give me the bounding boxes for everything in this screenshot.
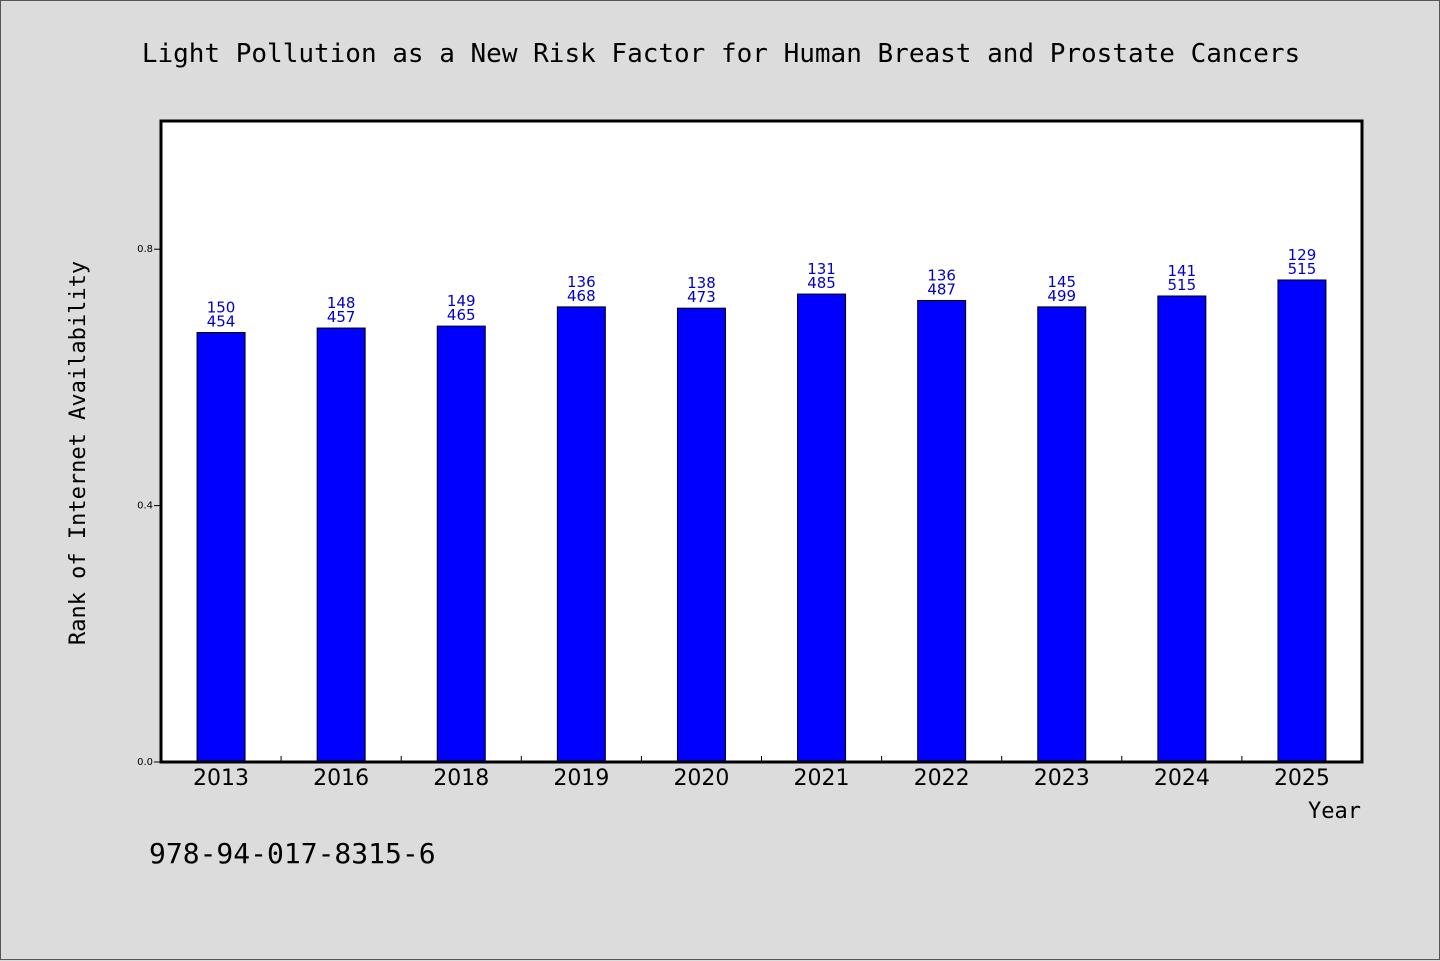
x-tick-label: 2016 — [313, 766, 369, 791]
x-tick-label: 2024 — [1154, 766, 1210, 791]
data-label-bottom: 465 — [447, 306, 476, 324]
bar — [797, 293, 847, 763]
y-axis-label: Rank of Internet Availability — [66, 261, 91, 645]
bars-group — [196, 279, 1327, 763]
data-label-bottom: 487 — [927, 280, 956, 298]
x-tick-label: 2022 — [914, 766, 970, 791]
footer-isbn: 978-94-017-8315-6 — [149, 837, 436, 870]
data-label-top: 149 — [447, 292, 476, 310]
data-label-bottom: 457 — [327, 308, 356, 326]
data-label-bottom: 473 — [687, 288, 716, 306]
x-tick-label: 2025 — [1274, 766, 1330, 791]
plot-border — [159, 119, 1364, 764]
x-axis-label: Year — [1308, 799, 1361, 824]
data-label-top: 138 — [687, 274, 716, 292]
bar — [316, 327, 366, 763]
data-label-bottom: 515 — [1168, 276, 1197, 294]
data-label-top: 131 — [807, 260, 836, 278]
data-label-bottom: 499 — [1047, 287, 1076, 305]
bar — [436, 325, 486, 763]
x-tick-label: 2018 — [433, 766, 489, 791]
data-label-top: 145 — [1047, 273, 1076, 291]
bar — [1277, 279, 1327, 763]
data-label-bottom: 454 — [207, 313, 236, 331]
x-axis-ticks: 2013 2016 2018 2019 2020 2021 2022 2023 2024 2025 — [193, 756, 1330, 791]
data-label-top: 141 — [1168, 262, 1197, 280]
data-label-top: 150 — [207, 299, 236, 317]
x-tick-label: 2021 — [794, 766, 850, 791]
x-tick-label: 2019 — [553, 766, 609, 791]
data-label-top: 136 — [567, 273, 596, 291]
data-label-bottom: 485 — [807, 274, 836, 292]
y-tick-label: 0.4 — [137, 501, 153, 512]
y-tick-label: 0.0 — [137, 757, 153, 768]
bar — [1157, 295, 1207, 763]
x-tick-label: 2013 — [193, 766, 249, 791]
bar — [917, 299, 967, 763]
data-label-bottom: 515 — [1288, 260, 1317, 278]
data-label-bottom: 468 — [567, 287, 596, 305]
data-label-top: 136 — [927, 266, 956, 284]
y-tick-label: 0.8 — [137, 244, 153, 255]
bar — [556, 306, 606, 763]
x-tick-label: 2020 — [673, 766, 729, 791]
data-label-top: 129 — [1288, 246, 1317, 264]
x-tick-label: 2023 — [1034, 766, 1090, 791]
bar — [196, 332, 246, 763]
bar — [1037, 306, 1087, 763]
data-label-top: 148 — [327, 294, 356, 312]
y-axis-ticks: 0.0 0.4 0.8 — [137, 244, 161, 768]
bar — [676, 307, 726, 763]
chart-title: Light Pollution as a New Risk Factor for… — [142, 39, 1300, 69]
